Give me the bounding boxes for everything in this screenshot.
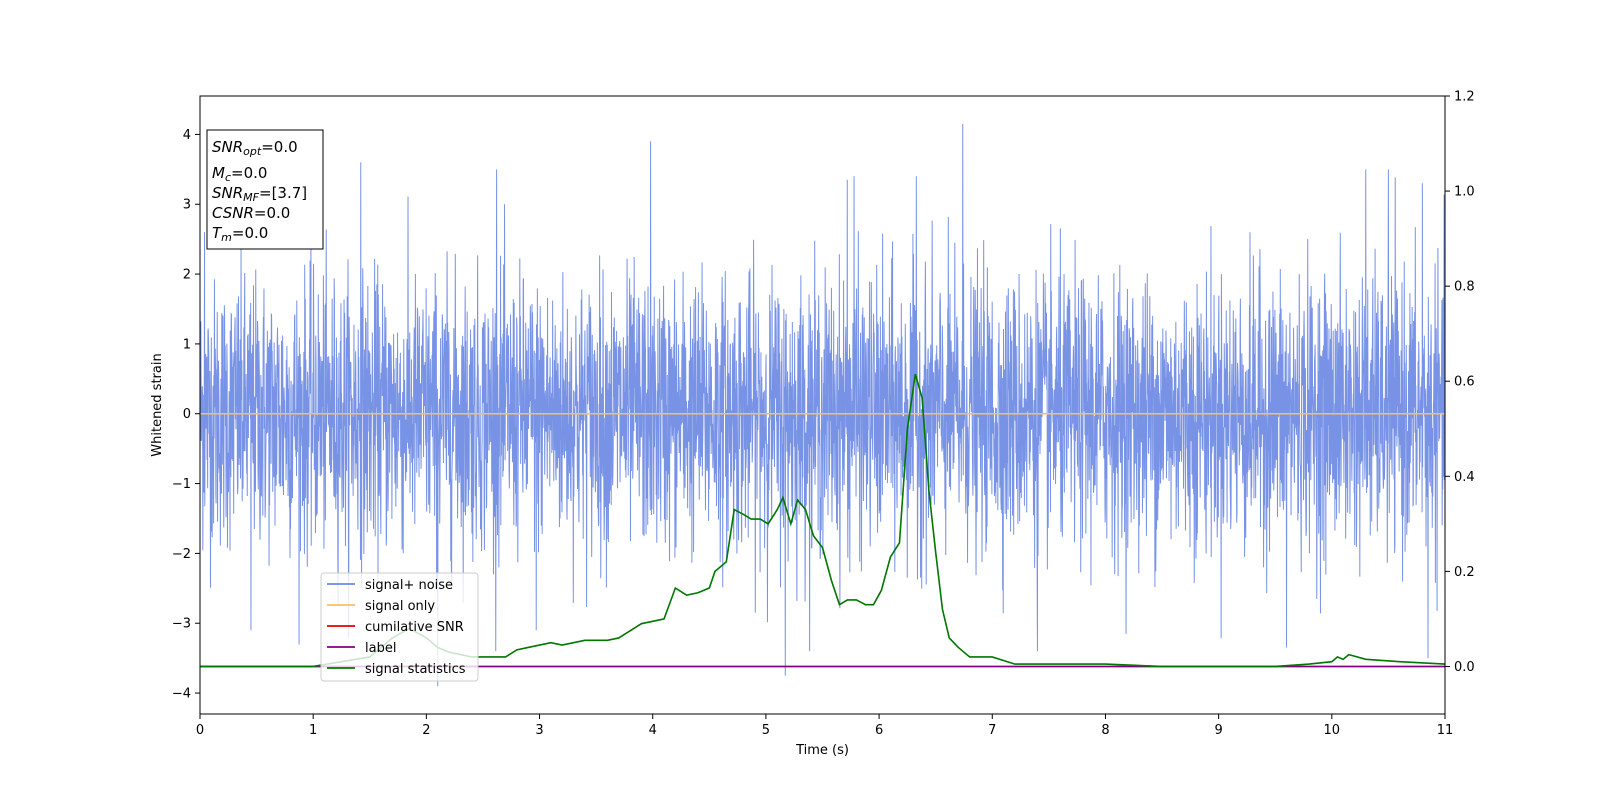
series-signal-noise — [200, 123, 1445, 687]
legend-label: signal only — [365, 599, 435, 614]
y-axis-label: Whitened strain — [150, 353, 165, 456]
y-left-tick-label: 2 — [183, 268, 191, 283]
legend-label: signal+ noise — [365, 578, 453, 593]
y-right-tick-label: 1.0 — [1454, 185, 1475, 200]
annotation-line: SNRopt=0.0 — [212, 138, 298, 158]
y-right-tick-label: 0.2 — [1454, 565, 1475, 580]
y-left-tick-label: 1 — [183, 337, 191, 352]
x-tick-label: 5 — [762, 723, 770, 738]
x-tick-label: 11 — [1437, 723, 1454, 738]
x-tick-label: 1 — [309, 723, 317, 738]
y-left-tick-label: −2 — [172, 547, 191, 562]
annotation-line: Tm=0.0 — [212, 224, 268, 244]
y-right-tick-label: 0.0 — [1454, 660, 1475, 675]
x-tick-label: 6 — [875, 723, 883, 738]
x-tick-label: 2 — [422, 723, 430, 738]
y-right-tick-label: 0.6 — [1454, 375, 1475, 390]
x-tick-label: 3 — [535, 723, 543, 738]
x-tick-label: 10 — [1324, 723, 1341, 738]
x-tick-label: 0 — [196, 723, 204, 738]
annotation-line: CSNR=0.0 — [212, 204, 290, 222]
y-left-tick-label: 3 — [183, 198, 191, 213]
x-axis-label: Time (s) — [795, 743, 849, 758]
y-left-tick-label: −4 — [172, 687, 191, 702]
annotation-line: Mc=0.0 — [212, 164, 267, 184]
annotation-frame — [206, 129, 324, 250]
x-tick-label: 9 — [1214, 723, 1222, 738]
series-signal-statistics — [200, 373, 1445, 668]
y-right-tick-label: 0.8 — [1454, 280, 1475, 295]
x-tick-label: 7 — [988, 723, 996, 738]
annotation-line: SNRMF=[3.7] — [212, 184, 307, 204]
y-left-tick-label: 4 — [183, 128, 191, 143]
legend-label: cumilative SNR — [365, 620, 464, 635]
x-tick-label: 4 — [649, 723, 657, 738]
y-left-tick-label: −1 — [172, 477, 191, 492]
x-tick-label: 8 — [1101, 723, 1109, 738]
legend-label: label — [365, 641, 396, 656]
plot-frame — [199, 95, 1446, 715]
legend: signal+ noise signal only cumilative SNR la… — [320, 572, 479, 682]
y-left-tick-label: −3 — [172, 617, 191, 632]
y-right-tick-label: 0.4 — [1454, 470, 1475, 485]
y-right-tick-label: 1.2 — [1454, 90, 1475, 105]
legend-label: signal statistics — [365, 662, 466, 677]
legend-frame — [320, 572, 479, 682]
y-left-tick-label: 0 — [183, 407, 191, 422]
